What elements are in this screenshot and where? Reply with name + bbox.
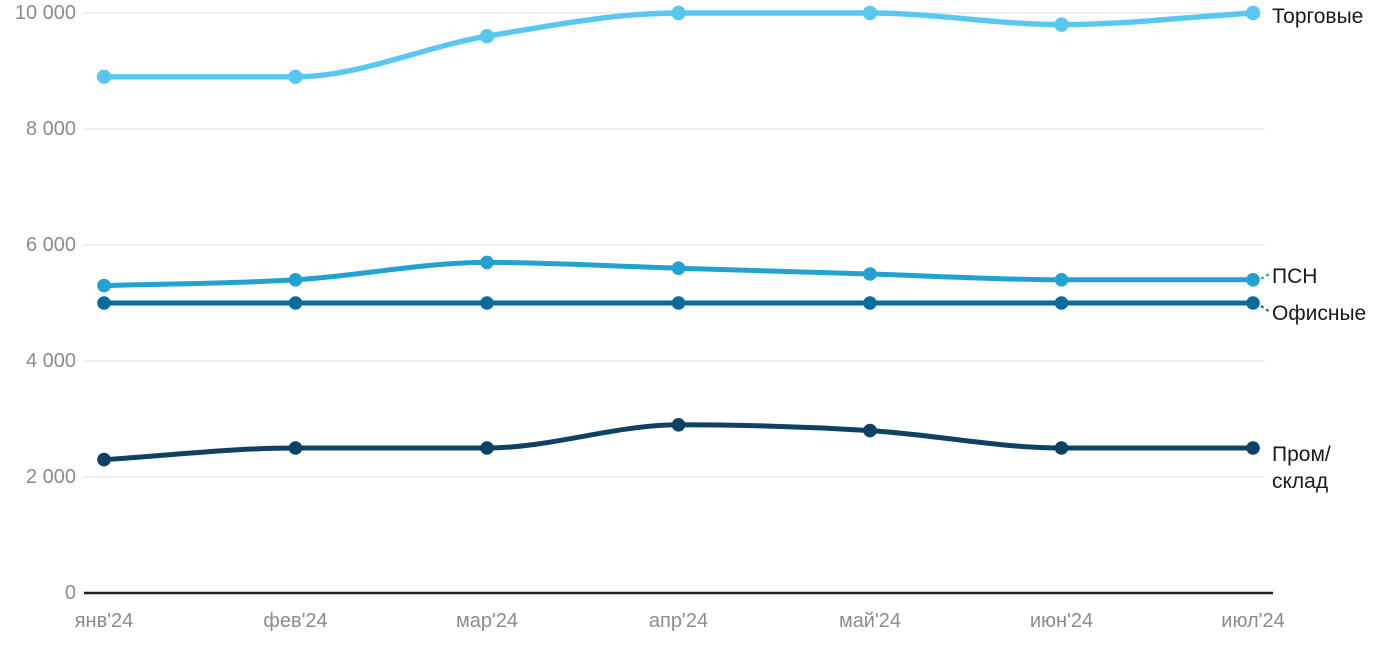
- data-point--янв'24[interactable]: [97, 452, 111, 467]
- data-point--мар'24[interactable]: [479, 29, 495, 44]
- data-point--май'24[interactable]: [863, 423, 877, 438]
- data-point--апр'24[interactable]: [671, 296, 686, 310]
- series-label-line-1: Пром/: [1272, 443, 1331, 466]
- data-point--июн'24[interactable]: [1054, 441, 1069, 455]
- label-leader-line: [1260, 272, 1271, 280]
- data-point--мар'24[interactable]: [480, 441, 494, 455]
- data-point--апр'24[interactable]: [671, 261, 686, 276]
- label-leader-line: [1260, 305, 1271, 313]
- data-point--апр'24[interactable]: [671, 418, 686, 432]
- series-line-1: [101, 10, 1256, 80]
- y-axis-tick-label: 4 000: [26, 350, 76, 372]
- data-point--апр'24[interactable]: [671, 5, 686, 21]
- data-point--май'24[interactable]: [862, 5, 878, 21]
- series-label-ofisnye: Офисные: [1272, 302, 1367, 325]
- y-axis-tick-label: 2 000: [26, 466, 76, 488]
- data-point--мар'24[interactable]: [480, 296, 494, 310]
- data-point--фев'24[interactable]: [288, 69, 303, 85]
- data-point--янв'24[interactable]: [96, 69, 112, 85]
- data-point--июн'24[interactable]: [1054, 273, 1069, 287]
- x-axis-tick-label: янв'24: [75, 610, 134, 632]
- data-point--июл'24[interactable]: [1246, 273, 1260, 287]
- x-axis-tick-label: июн'24: [1030, 610, 1093, 632]
- y-axis-tick-label: 0: [65, 582, 76, 604]
- data-point--июл'24[interactable]: [1246, 296, 1260, 310]
- data-point--фев'24[interactable]: [288, 273, 303, 287]
- data-point--июл'24[interactable]: [1245, 5, 1261, 21]
- data-point--июн'24[interactable]: [1054, 17, 1069, 32]
- y-axis-tick-label: 6 000: [26, 234, 76, 256]
- series-label-torgovye: Торговые: [1272, 5, 1364, 28]
- data-point--янв'24[interactable]: [97, 278, 111, 293]
- series-label-psn: ПСН: [1272, 265, 1318, 288]
- data-point--фев'24[interactable]: [288, 296, 303, 310]
- data-point--май'24[interactable]: [863, 296, 877, 310]
- data-point--фев'24[interactable]: [288, 441, 303, 455]
- x-axis-tick-label: май'24: [839, 610, 901, 632]
- x-axis-tick-label: апр'24: [649, 610, 708, 632]
- data-point--янв'24[interactable]: [97, 296, 111, 310]
- y-axis-tick-label: 10 000: [15, 2, 76, 24]
- x-axis-tick-label: мар'24: [456, 610, 518, 632]
- data-point--июл'24[interactable]: [1246, 441, 1260, 455]
- x-axis-tick-label: фев'24: [263, 610, 327, 632]
- series-label-line-2: склад: [1272, 470, 1329, 493]
- data-point--мар'24[interactable]: [480, 255, 494, 270]
- data-point--май'24[interactable]: [863, 267, 877, 281]
- data-point--июн'24[interactable]: [1054, 296, 1069, 310]
- series-label-prom-sklad: Пром/ склад: [1272, 441, 1331, 495]
- y-axis-tick-label: 8 000: [26, 118, 76, 140]
- x-axis-tick-label: июл'24: [1221, 610, 1284, 632]
